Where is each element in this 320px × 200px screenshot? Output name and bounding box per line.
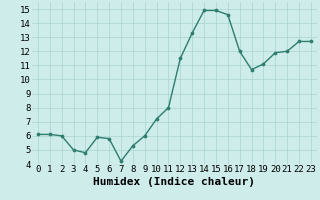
X-axis label: Humidex (Indice chaleur): Humidex (Indice chaleur)	[93, 177, 255, 187]
